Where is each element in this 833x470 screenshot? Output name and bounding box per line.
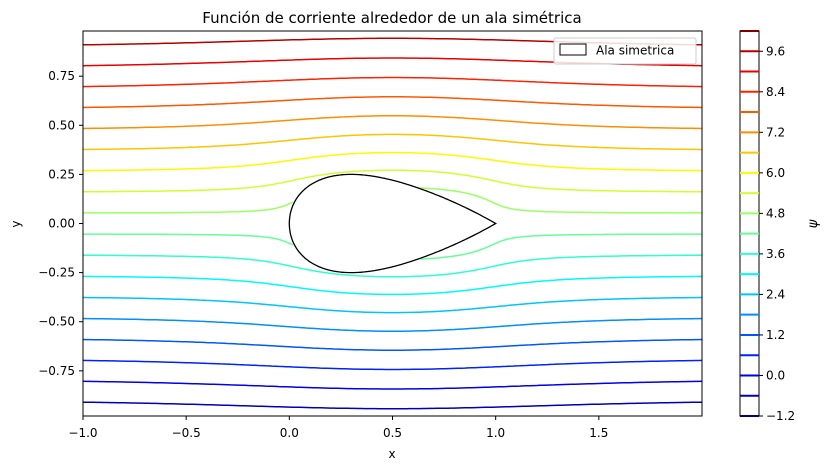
streamline bbox=[83, 96, 702, 109]
colorbar: −1.2 0.0 1.2 2.4 3.6 4.8 6.0 7.2 8.4 9.6 bbox=[739, 30, 795, 423]
x-axis: −1.0 −0.5 0.0 0.5 1.0 1.5 bbox=[68, 416, 608, 440]
streamline bbox=[83, 133, 702, 151]
streamlines bbox=[83, 37, 702, 410]
colorbar-tick-label: 0.0 bbox=[766, 368, 785, 382]
legend-box bbox=[553, 37, 697, 65]
y-tick-label: −0.50 bbox=[38, 315, 75, 329]
colorbar-tick-label: 1.2 bbox=[766, 328, 785, 342]
chart-title: Función de corriente alrededor de un ala… bbox=[202, 9, 581, 27]
colorbar-tick-label: 4.8 bbox=[766, 206, 785, 220]
colorbar-tick-label: 9.6 bbox=[766, 44, 785, 58]
streamline bbox=[83, 187, 702, 214]
streamline bbox=[83, 115, 702, 130]
x-tick-label: 1.5 bbox=[589, 426, 608, 440]
x-tick-label: 0.5 bbox=[383, 426, 402, 440]
streamline bbox=[83, 296, 702, 314]
y-axis-label: y bbox=[9, 220, 23, 227]
y-axis: −0.75 −0.50 −0.25 0.00 0.25 0.50 0.75 bbox=[38, 69, 83, 378]
streamline bbox=[83, 317, 702, 332]
streamline bbox=[83, 359, 702, 371]
streamline bbox=[83, 254, 702, 278]
colorbar-tick-label: 6.0 bbox=[766, 166, 785, 180]
streamline bbox=[83, 401, 702, 410]
streamline bbox=[83, 169, 702, 193]
x-tick-label: 0.0 bbox=[280, 426, 299, 440]
streamline bbox=[83, 233, 702, 260]
colorbar-label: ψ bbox=[806, 219, 821, 228]
streamline bbox=[83, 338, 702, 351]
streamline bbox=[83, 275, 702, 296]
colorbar-frame bbox=[739, 30, 760, 417]
x-tick-label: −0.5 bbox=[172, 426, 201, 440]
legend: Ala simetrica bbox=[553, 37, 697, 65]
streamline bbox=[83, 151, 702, 172]
colorbar-tick-label: 8.4 bbox=[766, 85, 785, 99]
x-axis-label: x bbox=[388, 447, 395, 461]
y-tick-label: 0.00 bbox=[48, 217, 75, 231]
airfoil-outline bbox=[288, 173, 498, 274]
legend-label: Ala simetrica bbox=[596, 44, 674, 58]
y-tick-label: 0.50 bbox=[48, 118, 75, 132]
x-tick-label: 1.0 bbox=[486, 426, 505, 440]
colorbar-tick-label: 7.2 bbox=[766, 125, 785, 139]
y-tick-label: −0.75 bbox=[38, 364, 75, 378]
streamline bbox=[83, 76, 702, 88]
legend-swatch bbox=[559, 43, 587, 56]
y-tick-label: 0.75 bbox=[48, 69, 75, 83]
x-tick-label: −1.0 bbox=[68, 426, 97, 440]
colorbar-tick-label: −1.2 bbox=[766, 409, 795, 423]
streamline bbox=[83, 380, 702, 390]
y-tick-label: 0.25 bbox=[48, 167, 75, 181]
colorbar-tick-label: 3.6 bbox=[766, 247, 785, 261]
colorbar-tick-label: 2.4 bbox=[766, 287, 785, 301]
y-tick-label: −0.25 bbox=[38, 266, 75, 280]
